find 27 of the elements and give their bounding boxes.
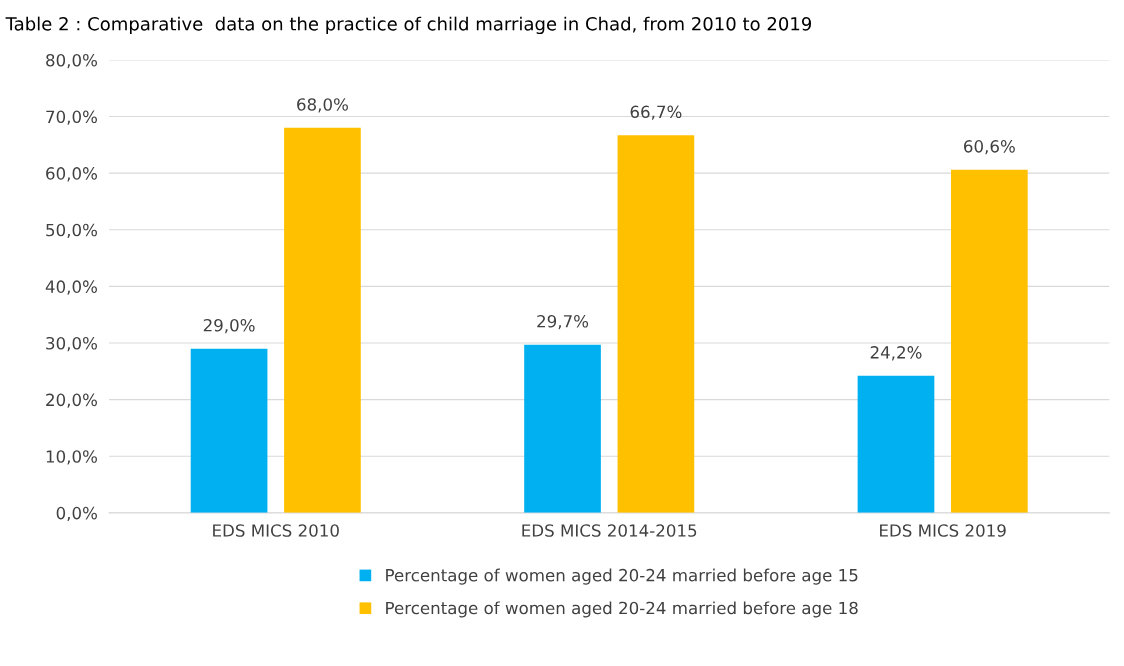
- data-label: 24,2%: [870, 346, 922, 361]
- data-label: 29,0%: [203, 318, 255, 334]
- y-tick-label: 10,0%: [46, 450, 97, 465]
- legend-label: Percentage of women aged 20-24 married before age 15: [386, 568, 858, 585]
- y-tick-label: 0,0%: [56, 506, 97, 522]
- legend-label: Percentage of women aged 20-24 married before age 18: [386, 601, 858, 618]
- y-tick-label: 40,0%: [45, 280, 97, 295]
- y-tick-label: 80,0%: [46, 53, 97, 69]
- bar: [284, 127, 361, 513]
- data-label: 66,7%: [630, 105, 682, 120]
- bar: [524, 344, 601, 513]
- data-label: 60,6%: [964, 140, 1015, 155]
- y-tick-label: 60,0%: [46, 167, 97, 182]
- x-tick-label: EDS MICS 2010: [213, 524, 339, 537]
- y-tick-label: 70,0%: [46, 110, 97, 125]
- data-label: 29,7%: [537, 314, 589, 330]
- x-tick-label: EDS MICS 2014-2015: [522, 524, 697, 537]
- x-tick-label: EDS MICS 2019: [880, 524, 1006, 537]
- data-label: 68,0%: [297, 98, 348, 113]
- bar: [617, 135, 695, 513]
- bar: [857, 375, 935, 513]
- bar: [951, 169, 1028, 513]
- bar: [190, 348, 268, 513]
- chart-title: Table 2 : Comparative data on the practice of child marriage in Chad, from 2010 to 2019: [5, 16, 812, 35]
- y-tick-label: 50,0%: [46, 223, 97, 239]
- y-tick-label: 20,0%: [46, 393, 97, 408]
- y-tick-label: 30,0%: [46, 336, 97, 352]
